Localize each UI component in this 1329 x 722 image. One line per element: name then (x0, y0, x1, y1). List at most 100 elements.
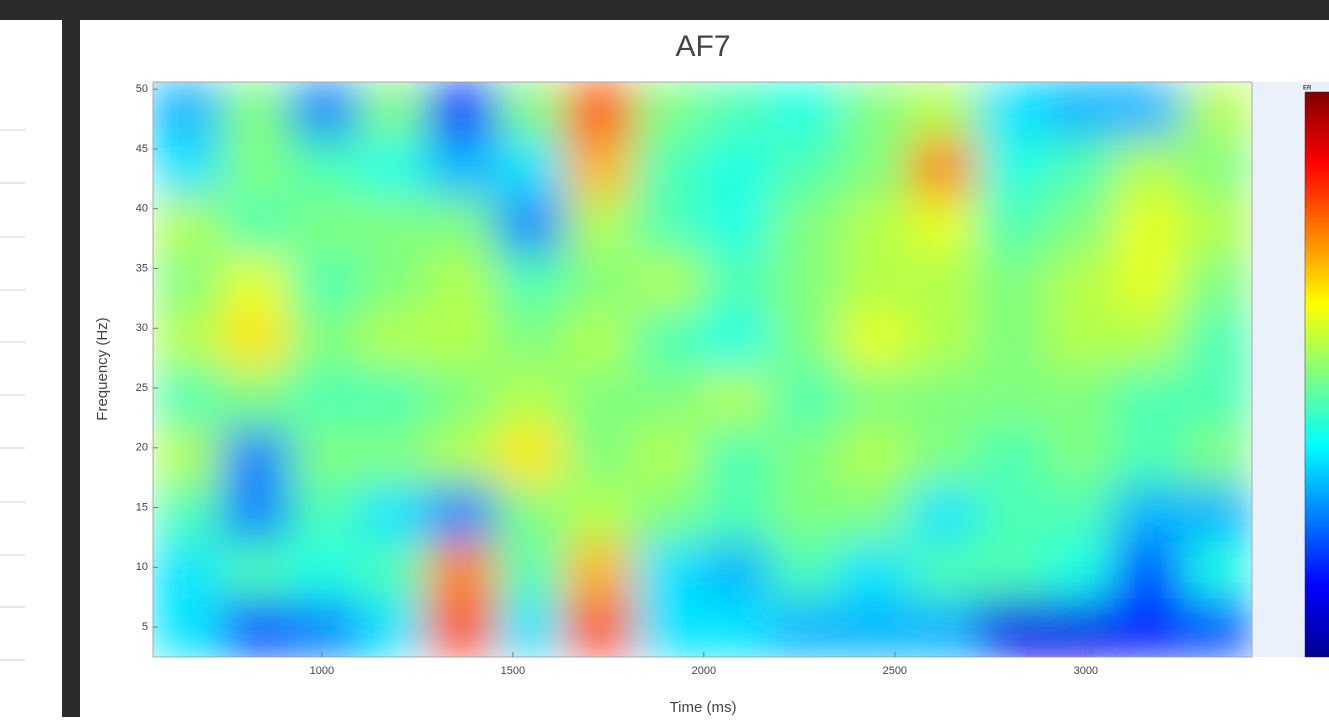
heatmap-cell (839, 139, 909, 197)
heatmap-cell (1045, 542, 1115, 600)
heatmap-cell (1183, 369, 1253, 428)
heatmap-cell (977, 599, 1047, 657)
heatmap-cell (496, 82, 566, 140)
heatmap-cell (908, 484, 978, 542)
heatmap-cell (1183, 484, 1253, 542)
heatmap-cell (153, 484, 223, 542)
heatmap-cell (427, 484, 497, 542)
heatmap-cell (290, 369, 360, 428)
heatmap-cell (427, 427, 497, 485)
heatmap-cell (977, 311, 1047, 370)
heatmap-cell (359, 484, 429, 542)
heatmap-cell (221, 139, 291, 197)
heatmap-cell (839, 369, 909, 428)
heatmap-cell (1045, 599, 1115, 657)
top-bar (0, 0, 1329, 20)
heatmap-cell (359, 311, 429, 370)
screen: AF7 Time (ms) Frequency (Hz) ER 10001500… (0, 0, 1329, 717)
heatmap-cell (1114, 427, 1184, 485)
page: AF7 Time (ms) Frequency (Hz) ER 10001500… (0, 0, 1329, 717)
heatmap-cell (1183, 599, 1253, 657)
heatmap-cell (702, 196, 772, 254)
heatmap-cell (359, 599, 429, 657)
heatmap-cell (290, 139, 360, 197)
heatmap-cell (427, 254, 497, 312)
heatmap-cell (496, 254, 566, 312)
heatmap-cell (290, 599, 360, 657)
heatmap-cell (702, 254, 772, 312)
heatmap-cell (153, 542, 223, 600)
y-tick-label: 30 (136, 322, 148, 334)
heatmap-cell (839, 542, 909, 600)
heatmap-cell (221, 82, 291, 140)
heatmap-cell (153, 254, 223, 312)
heatmap-cell (221, 369, 291, 428)
heatmap-cell (565, 369, 635, 428)
heatmap-cell (908, 542, 978, 600)
heatmap-cell (633, 599, 703, 657)
heatmap-cell (839, 82, 909, 140)
heatmap-cell (908, 82, 978, 140)
y-tick-label: 15 (136, 501, 148, 513)
x-tick-label: 1500 (501, 665, 525, 677)
heatmap-cell (496, 139, 566, 197)
heatmap-cell (290, 542, 360, 600)
heatmap-cell (839, 484, 909, 542)
x-tick-label: 2000 (692, 665, 716, 677)
chart-title: AF7 (675, 30, 730, 63)
heatmap-cell (771, 484, 841, 542)
heatmap-cell (221, 311, 291, 370)
heatmap-cell (359, 427, 429, 485)
heatmap-cell (290, 254, 360, 312)
heatmap-cell (221, 542, 291, 600)
y-tick-label: 20 (136, 442, 148, 454)
heatmap-cell (908, 311, 978, 370)
colorbar-label: ER (1303, 86, 1312, 92)
y-tick-label: 25 (136, 382, 148, 394)
heatmap-cell (427, 311, 497, 370)
heatmap-cell (427, 542, 497, 600)
heatmap-cell (908, 254, 978, 312)
heatmap-cell (702, 139, 772, 197)
heatmap-cell (977, 139, 1047, 197)
y-tick-label: 45 (136, 143, 148, 155)
heatmap-cell (908, 139, 978, 197)
heatmap-cell (496, 311, 566, 370)
heatmap-cell (290, 311, 360, 370)
heatmap-cell (977, 196, 1047, 254)
heatmap-cell (908, 369, 978, 428)
heatmap-cell (221, 599, 291, 657)
y-tick-label: 5 (142, 621, 148, 633)
heatmap-cell (359, 369, 429, 428)
heatmap-cell (1183, 139, 1253, 197)
heatmap-cell (1183, 82, 1253, 140)
heatmap-cell (977, 369, 1047, 428)
heatmap-cell (153, 599, 223, 657)
x-tick-label: 3000 (1074, 665, 1098, 677)
heatmap-cell (908, 599, 978, 657)
heatmap-cell (1045, 254, 1115, 312)
heatmap-cell (221, 427, 291, 485)
heatmap-cell (1045, 427, 1115, 485)
heatmap-cell (427, 82, 497, 140)
heatmap-cell (290, 427, 360, 485)
heatmap-cell (496, 369, 566, 428)
heatmap-cell (633, 369, 703, 428)
heatmap-cell (565, 139, 635, 197)
heatmap-cell (427, 139, 497, 197)
heatmap-cell (839, 599, 909, 657)
heatmap-cell (771, 139, 841, 197)
heatmap-cell (977, 542, 1047, 600)
heatmap-cell (771, 599, 841, 657)
heatmap-cell (977, 427, 1047, 485)
heatmap-cell (1045, 196, 1115, 254)
heatmap-cell (359, 196, 429, 254)
heatmap-cell (427, 196, 497, 254)
x-axis-label: Time (ms) (670, 699, 737, 716)
heatmap-cell (1045, 311, 1115, 370)
heatmap-cell (908, 196, 978, 254)
heatmap-cell (771, 82, 841, 140)
heatmap-cell (771, 542, 841, 600)
heatmap-cell (771, 427, 841, 485)
heatmap-cell (839, 427, 909, 485)
